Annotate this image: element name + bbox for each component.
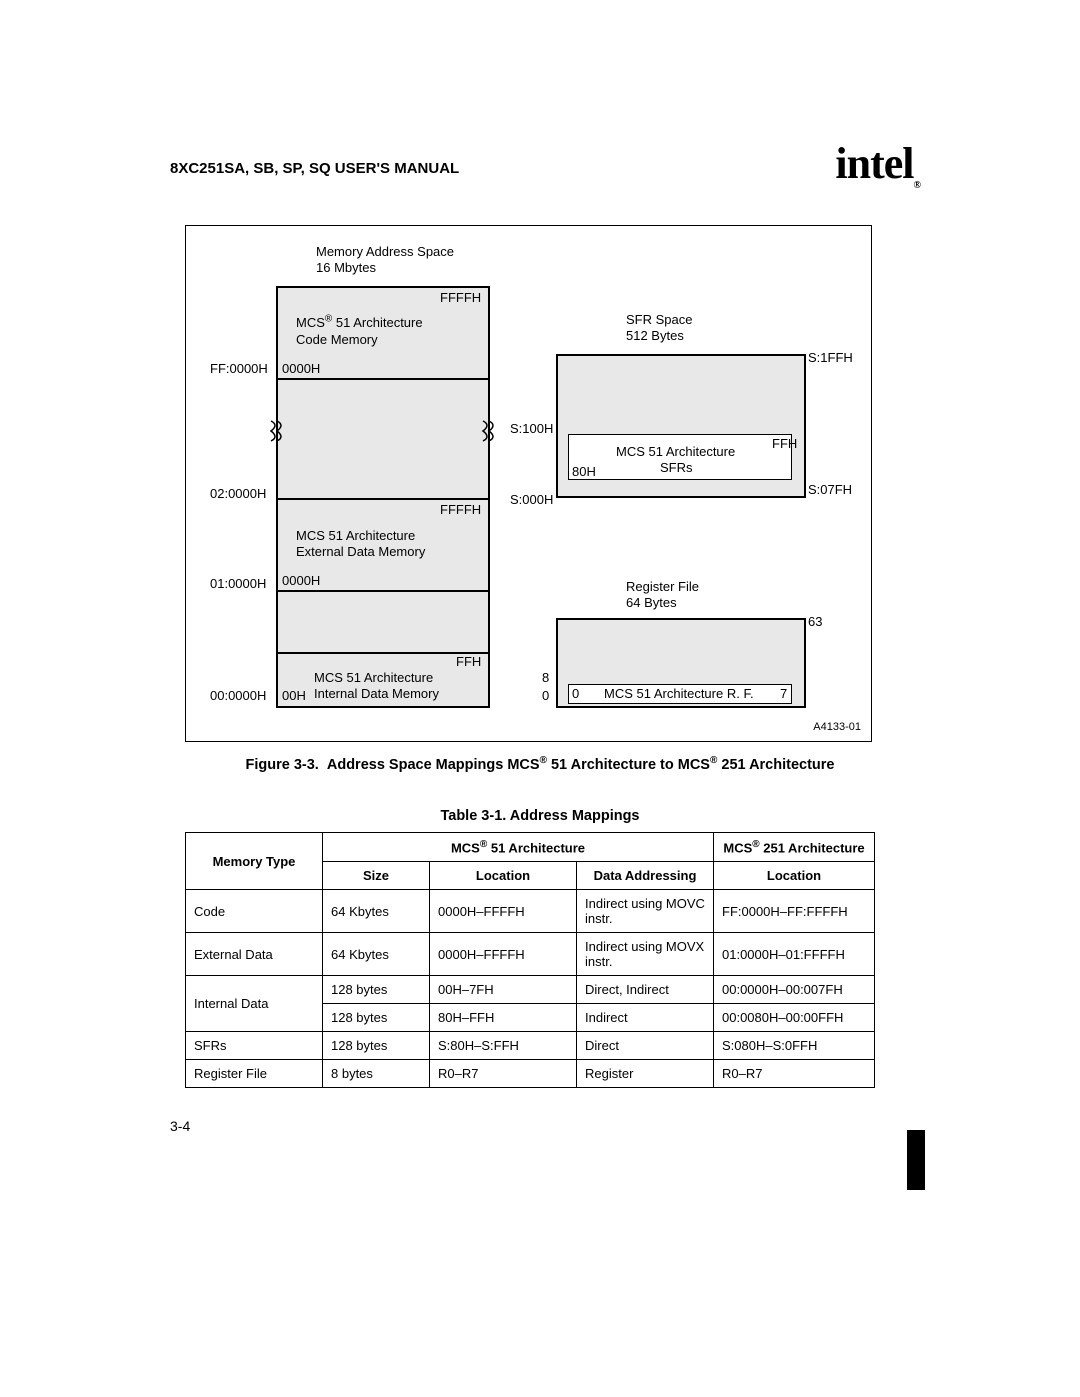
address-mappings-table: Memory Type MCS® 51 Architecture MCS® 25…: [185, 832, 875, 1088]
th-data: Data Addressing: [577, 862, 714, 890]
sfr-inner-label: MCS 51 Architecture SFRs: [616, 444, 735, 477]
th-memtype: Memory Type: [186, 833, 323, 890]
gap-box: [276, 378, 490, 500]
figure-frame: Memory Address Space 16 Mbytes FFFFH MCS…: [185, 225, 872, 742]
000000-label: 00:0000H: [210, 688, 266, 704]
sfr-inner-left: 80H: [572, 464, 596, 480]
table-row: Code64 Kbytes0000H–FFFFHIndirect using M…: [186, 890, 875, 933]
th-loc2: Location: [714, 862, 875, 890]
ff0000-label: FF:0000H: [210, 361, 268, 377]
table-row: Internal Data128 bytes00H–7FHDirect, Ind…: [186, 976, 875, 1004]
table-row: Register File8 bytesR0–R7RegisterR0–R7: [186, 1060, 875, 1088]
code-bot-addr: 0000H: [282, 361, 320, 377]
mem-title: Memory Address Space 16 Mbytes: [316, 244, 454, 277]
th-mcs251: MCS® 251 Architecture: [714, 833, 875, 862]
table-caption: Table 3-1. Address Mappings: [170, 808, 910, 824]
code-label: MCS® 51 Architecture Code Memory: [296, 314, 423, 348]
ext-bot-addr: 0000H: [282, 573, 320, 589]
page-edge-bar: [907, 1130, 925, 1190]
sfr-inner-right: FFH: [772, 436, 797, 452]
reg63-label: 63: [808, 614, 822, 630]
s1ff-label: S:1FFH: [808, 350, 853, 366]
tear-right-icon: [481, 419, 497, 443]
s07f-label: S:07FH: [808, 482, 852, 498]
int-label: MCS 51 Architecture Internal Data Memory: [314, 670, 439, 703]
table-row: External Data64 Kbytes0000H–FFFFHIndirec…: [186, 933, 875, 976]
th-size: Size: [323, 862, 430, 890]
tear-left-icon: [269, 419, 285, 443]
int-top-addr: FFH: [456, 654, 481, 670]
sfr-title: SFR Space 512 Bytes: [626, 312, 692, 345]
reg-inner-txt: MCS 51 Architecture R. F.: [604, 686, 754, 702]
th-mcs51: MCS® 51 Architecture: [323, 833, 714, 862]
page-number: 3-4: [170, 1118, 190, 1134]
table-row: SFRs128 bytesS:80H–S:FFHDirectS:080H–S:0…: [186, 1032, 875, 1060]
int-bot-addr: 00H: [282, 688, 306, 704]
spacer-box: [276, 590, 490, 654]
logo-reg: ®: [914, 180, 920, 191]
figure-ref: A4133-01: [813, 721, 861, 735]
figure-caption: Figure 3-3. Address Space Mappings MCS® …: [170, 755, 910, 773]
reg-title: Register File 64 Bytes: [626, 579, 699, 612]
reg-inner-l: 0: [572, 686, 579, 702]
s100-label: S:100H: [510, 421, 553, 437]
code-top-addr: FFFFH: [440, 290, 481, 306]
s000-label: S:000H: [510, 492, 553, 508]
reg0-label: 0: [542, 688, 549, 704]
ext-label: MCS 51 Architecture External Data Memory: [296, 528, 425, 561]
020000-label: 02:0000H: [210, 486, 266, 502]
page-header: 8XC251SA, SB, SP, SQ USER'S MANUAL: [170, 160, 910, 177]
th-loc1: Location: [430, 862, 577, 890]
ext-top-addr: FFFFH: [440, 502, 481, 518]
logo-text: intel: [835, 139, 913, 188]
reg-inner-r: 7: [780, 686, 787, 702]
reg8-label: 8: [542, 670, 549, 686]
intel-logo: intel®: [835, 138, 920, 191]
010000-label: 01:0000H: [210, 576, 266, 592]
